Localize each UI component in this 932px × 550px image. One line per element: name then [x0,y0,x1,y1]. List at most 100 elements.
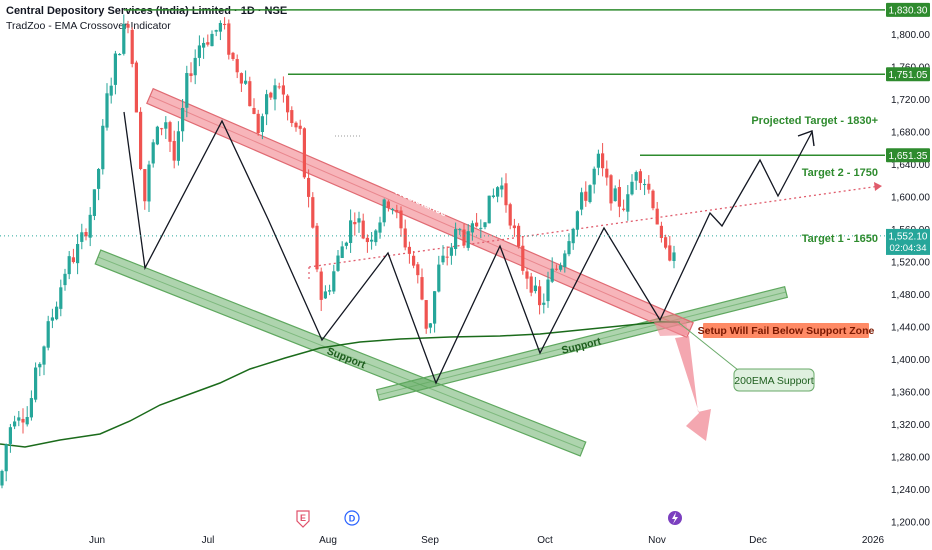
candle [269,91,273,100]
candle [88,207,92,247]
candle [542,293,546,314]
candle-body [588,185,592,203]
current-price-value: 1,552.10 [889,231,928,242]
candle-body [378,222,382,233]
candle [143,168,147,210]
candle [630,174,634,196]
candle [302,127,306,179]
candle [307,169,311,208]
candle-body [328,290,332,292]
symbol-title[interactable]: Central Depository Services (India) Limi… [6,5,288,17]
candle [559,262,563,272]
candle [668,235,672,262]
y-tick-label: 1,720.00 [891,95,930,106]
falling-support-band-centerline [97,256,584,450]
candle [185,65,189,118]
candle [554,264,558,271]
level-price-badge [886,148,930,163]
annotation-ema-support: 200EMA Support [734,375,813,387]
candle-body [563,253,567,268]
candle-body [399,210,403,229]
candle-body [336,255,340,271]
candle-body [214,30,218,32]
candle [605,160,609,186]
candle [21,408,25,434]
candle [260,113,264,140]
candle [647,175,651,194]
candle-body [265,94,269,115]
candle [378,216,382,239]
candle [550,257,554,284]
candle [349,209,353,253]
candle-body [202,42,206,48]
candle [336,249,340,272]
candle [265,89,269,126]
candle [424,300,428,334]
candle-body [412,255,416,266]
candle-body [382,199,386,223]
candle [596,149,600,176]
candle [155,125,159,146]
candle-body [349,220,353,244]
candle-body [4,444,8,472]
candle-body [525,271,529,279]
candle [210,30,214,47]
y-axis: 1,200.00 1,240.00 1,280.00 1,320.00 1,360.00… [891,30,930,529]
candle-body [622,208,626,210]
candle-body [122,24,126,54]
candle-body [365,237,369,243]
candle [466,224,470,251]
indicator-name[interactable]: TradZoo - EMA Crossover Indicator [6,20,171,32]
candle-body [164,122,168,129]
candle-body [357,218,361,223]
dotted-trendline-arrowhead [874,182,882,191]
candle [365,234,369,253]
candle [71,248,75,264]
candle-body [470,223,474,233]
candle [50,308,54,329]
candle [609,174,613,211]
candle-body [508,204,512,226]
candle [17,410,21,427]
candle-body [580,192,584,210]
candle-body [38,363,42,368]
candle-body [294,122,298,128]
candle-body [134,62,138,113]
candle-body [441,255,445,263]
candle-body [244,80,248,84]
y-tick-label: 1,200.00 [891,518,930,529]
candle-body [298,125,302,129]
candle-body [176,131,180,161]
level-price-badge [886,67,930,82]
candle-body [454,229,458,250]
candle-body [273,85,277,100]
candle [151,139,155,168]
candle-body [491,195,495,198]
candle [189,62,193,83]
candle-body [344,242,348,246]
candle-body [252,107,256,114]
candle-body [466,231,470,248]
candle-body [601,153,605,169]
lightning-icon [672,512,678,524]
candle-body [172,140,176,161]
candle-body [290,110,294,124]
candle [617,179,621,218]
candle [420,268,424,301]
candle [315,222,319,273]
candle [176,121,180,166]
candle-body [533,285,537,292]
candle [546,271,550,308]
candle-body [143,169,147,202]
candle [340,241,344,259]
candle-body [311,197,315,228]
candle [580,187,584,216]
candle-body [323,291,327,299]
candle [80,223,84,250]
candle [449,243,453,265]
candle [298,119,302,135]
candle [361,213,365,240]
candle-body [407,246,411,254]
